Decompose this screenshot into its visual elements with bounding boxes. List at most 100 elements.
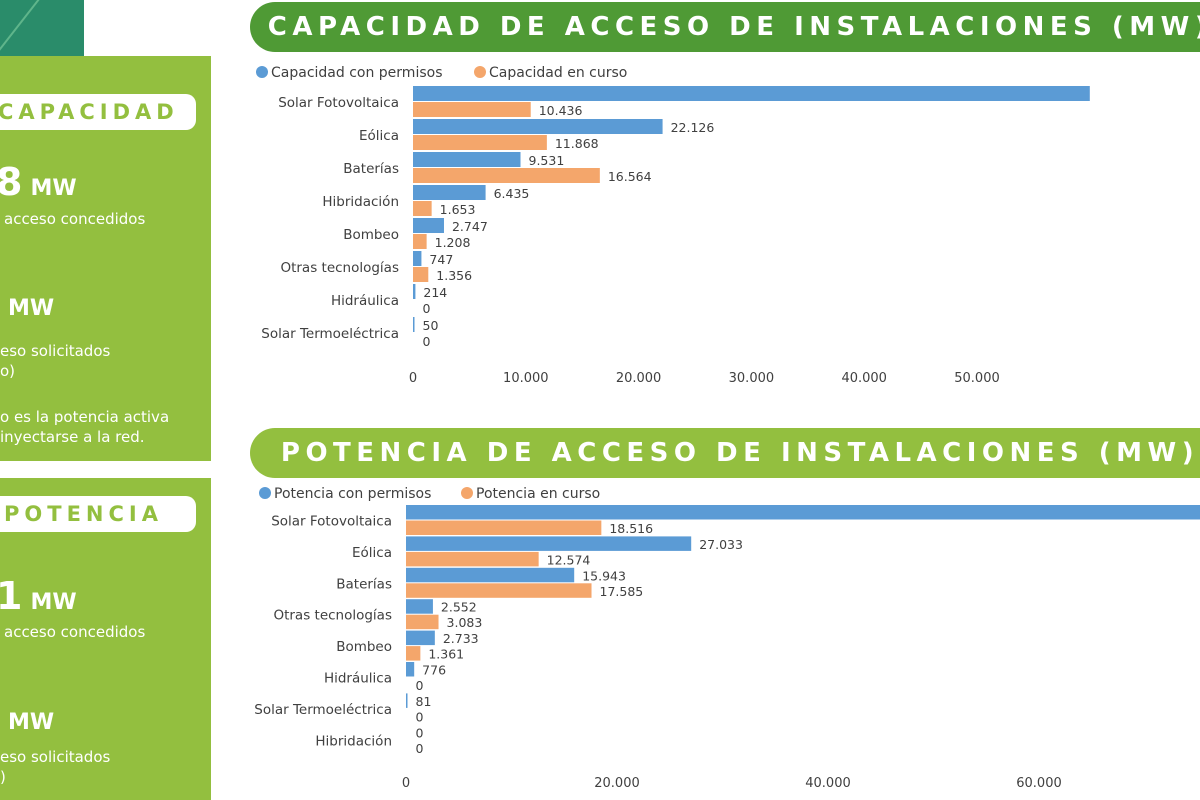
chart1-data-label: 1.356: [436, 268, 472, 283]
chart2-x-tick-label: 60.000: [1016, 776, 1062, 791]
chart2-data-label: 27.033: [699, 537, 743, 552]
cap-granted-desc: acceso concedidos: [4, 210, 146, 228]
chart1-bar-curso: [413, 267, 429, 282]
chart2-data-label: 12.574: [547, 552, 591, 567]
chart2-category-label: Hibridación: [315, 733, 392, 749]
chart1-data-label: 22.126: [671, 120, 715, 135]
chart2-bar-permisos: [406, 662, 415, 677]
pot-requested-desc2: ): [0, 768, 6, 786]
logo-block: [0, 0, 84, 56]
cap-requested-desc: eso solicitados: [0, 342, 111, 360]
chart1-category-label: Solar Termoeléctrica: [261, 326, 399, 342]
chart2-category-label: Eólica: [352, 545, 392, 561]
chart2-data-label: 2.552: [441, 600, 477, 615]
chart2-legend-label-1: Potencia con permisos: [274, 486, 431, 502]
note-line-1: o es la potencia activa: [0, 408, 170, 426]
chart2-data-label: 0: [416, 725, 424, 740]
chart2-title: POTENCIA DE ACCESO DE INSTALACIONES (MW): [250, 428, 1200, 478]
chart1-data-label: 0: [423, 334, 431, 349]
chart1-legend-marker-1: [256, 66, 268, 78]
capacidad-panel: CAPACIDAD 8 MW acceso concedidos MW eso s…: [0, 56, 211, 461]
capacidad-title: CAPACIDAD: [0, 100, 179, 124]
chart2-category-label: Solar Termoeléctrica: [254, 702, 392, 718]
chart1-category-label: Hidráulica: [331, 293, 399, 309]
chart2-bar-curso: [406, 614, 439, 630]
chart1-category-label: Eólica: [359, 128, 399, 144]
chart1-bar-permisos: [413, 86, 1090, 101]
potencia-title: POTENCIA: [4, 502, 163, 526]
chart1-category-label: Solar Fotovoltaica: [278, 95, 399, 111]
chart2-bar-curso: [406, 520, 602, 535]
chart2-data-label: 0: [416, 678, 424, 693]
capacidad-tag: CAPACIDAD: [0, 94, 196, 130]
chart1-data-label: 6.435: [494, 186, 530, 201]
chart2-data-label: 17.585: [600, 584, 644, 599]
chart1-bar-curso: [413, 102, 531, 117]
chart2-data-label: 15.943: [582, 568, 626, 583]
chart1-legend-label-1: Capacidad con permisos: [271, 65, 443, 81]
chart1-x-tick-label: 10.000: [503, 371, 549, 386]
chart2-category-label: Baterías: [336, 576, 392, 592]
chart2-x-tick-label: 0: [402, 776, 410, 791]
chart2-data-label: 2.733: [443, 631, 479, 646]
chart1-title: CAPACIDAD DE ACCESO DE INSTALACIONES (MW…: [250, 2, 1200, 52]
chart1-bar-permisos: [413, 218, 444, 233]
chart1-category-label: Bombeo: [343, 227, 399, 243]
chart2-legend-marker-1: [259, 487, 271, 499]
pot-granted-value: 1 MW: [0, 574, 77, 618]
chart1-category-label: Hibridación: [322, 194, 399, 210]
chart2-bar-permisos: [406, 505, 1200, 520]
chart2-data-label: 0: [416, 741, 424, 756]
chart2-data-label: 3.083: [447, 615, 483, 630]
chart1-legend-marker-2: [474, 66, 486, 78]
chart2-bar-curso: [406, 583, 592, 598]
chart1-legend-label-2: Capacidad en curso: [489, 65, 627, 81]
potencia-tag: POTENCIA: [0, 496, 196, 532]
chart2-bar-permisos: [406, 536, 692, 551]
pot-requested-desc: eso solicitados: [0, 748, 111, 766]
chart2-category-label: Solar Fotovoltaica: [271, 514, 392, 530]
chart2-x-tick-label: 20.000: [594, 776, 640, 791]
chart2-category-label: Hidráulica: [324, 671, 392, 687]
chart1-x-tick-label: 0: [409, 371, 417, 386]
chart1-category-label: Baterías: [343, 161, 399, 177]
chart2-legend-marker-2: [461, 487, 473, 499]
chart1-bar-permisos: [413, 284, 416, 299]
chart1-data-label: 16.564: [608, 169, 652, 184]
chart1-bar-curso: [413, 234, 427, 249]
chart1-bar-permisos: [413, 152, 521, 167]
chart1-bar-curso: [413, 135, 547, 150]
chart1-data-label: 50: [423, 318, 439, 333]
chart1-x-tick-label: 50.000: [954, 371, 1000, 386]
chart1-bar-permisos: [413, 317, 415, 332]
chart1-data-label: 11.868: [555, 136, 599, 151]
pot-requested-unit: MW: [8, 710, 55, 735]
chart2-category-label: Otras tecnologías: [273, 608, 392, 624]
chart1-category-label: Otras tecnologías: [280, 260, 399, 276]
chart1-data-label: 9.531: [529, 153, 565, 168]
chart1-bar-permisos: [413, 119, 663, 134]
chart2-bar-curso: [406, 551, 539, 567]
chart1-data-label: 2.747: [452, 219, 488, 234]
cap-requested-desc2: o): [0, 362, 16, 380]
chart1-data-label: 214: [423, 285, 447, 300]
chart1-bar-curso: [413, 168, 600, 183]
chart2-data-label: 776: [422, 663, 446, 678]
chart2-bar-permisos: [406, 599, 433, 614]
chart2-data-label: 81: [416, 694, 432, 709]
chart1-data-label: 747: [429, 252, 453, 267]
chart1-x-tick-label: 40.000: [841, 371, 887, 386]
chart1-bar-permisos: [413, 251, 422, 266]
chart2-data-label: 1.361: [428, 647, 464, 662]
chart1-bar-permisos: [413, 185, 486, 200]
chart2-bar-permisos: [406, 567, 575, 583]
chart2-legend-label-2: Potencia en curso: [476, 486, 600, 502]
chart2-data-label: 0: [416, 709, 424, 724]
note-line-2: inyectarse a la red.: [0, 428, 145, 446]
chart1-x-tick-label: 20.000: [616, 371, 662, 386]
chart2-data-label: 18.516: [609, 521, 653, 536]
chart2-x-tick-label: 40.000: [805, 776, 851, 791]
chart1-data-label: 0: [423, 301, 431, 316]
cap-granted-value: 8 MW: [0, 160, 77, 204]
